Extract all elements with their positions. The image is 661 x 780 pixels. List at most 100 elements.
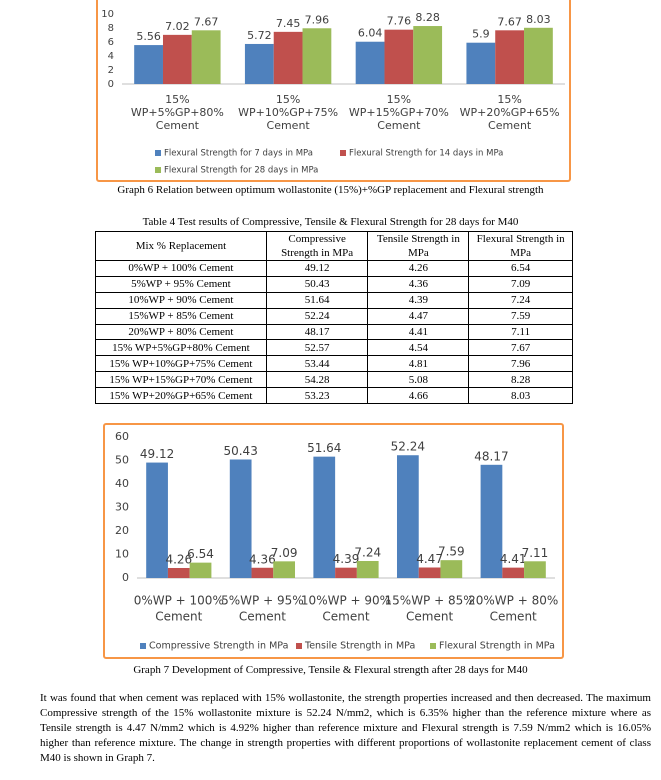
table-cell: 4.54 [367, 339, 470, 357]
legend-swatch [296, 643, 302, 649]
header-cell: Flexural Strength in MPa [468, 231, 573, 261]
y-tick-label: 30 [115, 501, 129, 514]
table-title: Table 4 Test results of Compressive, Ten… [142, 216, 519, 228]
header-row: Mix % Replacement Compressive Strength in… [95, 231, 573, 261]
x-tick-label: WP+5%GP+80% [131, 106, 224, 119]
value-label: 7.09 [271, 546, 298, 560]
header-cell: Compressive Strength in MPa [265, 231, 369, 261]
x-tick-label: 5%WP + 95% [221, 594, 304, 608]
bar [335, 567, 357, 578]
value-label: 7.45 [276, 17, 301, 30]
value-label: 4.39 [333, 552, 360, 566]
value-label: 5.56 [136, 30, 161, 43]
legend-label: Flexural Strength for 28 days in MPa [164, 166, 318, 176]
table-cell: 6.54 [468, 260, 573, 277]
table-row: 10%WP + 90% Cement 51.64 4.39 7.24 [95, 291, 573, 309]
value-label: 7.11 [522, 546, 549, 560]
x-tick-label: Cement [155, 610, 202, 624]
x-tick-label: 15% [276, 93, 300, 106]
bar [229, 459, 252, 578]
table-cell: 4.36 [367, 275, 470, 293]
results-table: Mix % Replacement Compressive Strength in… [95, 231, 573, 405]
table-cell: 53.23 [265, 387, 369, 405]
table-row: 20%WP + 80% Cement 48.17 4.41 7.11 [95, 323, 573, 341]
bar [524, 561, 546, 578]
y-tick-label: 0 [108, 79, 114, 90]
table-cell: 4.39 [367, 291, 470, 309]
chart-frame [103, 423, 564, 659]
y-tick-label: 6 [108, 37, 114, 48]
x-tick-label: Cement [406, 610, 453, 624]
y-tick-label: 0 [122, 571, 129, 584]
value-label: 7.67 [497, 15, 522, 28]
y-tick-label: 50 [115, 454, 129, 467]
table-cell: 51.64 [265, 291, 369, 309]
bar [356, 560, 379, 578]
bar [524, 27, 553, 84]
x-tick-label: 0%WP + 100% [134, 594, 224, 608]
y-tick-label: 10 [115, 548, 129, 561]
value-label: 51.64 [307, 441, 341, 455]
value-label: 4.41 [500, 552, 527, 566]
x-tick-label: 15% [165, 93, 189, 106]
value-label: 7.96 [305, 13, 330, 26]
table-cell: 54.28 [265, 371, 369, 389]
bar [396, 455, 419, 578]
table-row: 15% WP+5%GP+80% Cement 52.57 4.54 7.67 [95, 339, 573, 357]
bar [313, 456, 336, 578]
bar [162, 34, 192, 84]
bar [480, 464, 503, 578]
table-cell: 4.41 [367, 323, 470, 341]
x-tick-label: Cement [490, 610, 537, 624]
header-cell: Mix % Replacement [95, 231, 267, 261]
value-label: 7.76 [387, 15, 412, 28]
table-cell: 5.08 [367, 371, 470, 389]
y-tick-label: 4 [108, 51, 114, 62]
legend-label: Flexural Strength for 7 days in MPa [164, 149, 313, 159]
graph-caption: Graph 6 Relation between optimum wollast… [117, 184, 544, 196]
table-cell: 52.24 [265, 307, 369, 325]
legend-label: Tensile Strength in MPa [304, 641, 415, 652]
table-cell: 15% WP+5%GP+80% Cement [95, 339, 267, 357]
value-label: 49.12 [140, 447, 174, 461]
legend-label: Flexural Strength in MPa [439, 641, 555, 652]
bar [495, 30, 525, 85]
table-cell: 4.66 [367, 387, 470, 405]
graph-caption: Graph 7 Development of Compressive, Tens… [133, 664, 528, 676]
y-tick-label: 20 [115, 524, 129, 537]
bar [191, 30, 221, 85]
table-cell: 5%WP + 95% Cement [95, 275, 267, 293]
y-tick-label: 10 [101, 9, 114, 20]
legend-swatch [155, 150, 161, 156]
paragraph: It was found that when cement was replac… [40, 692, 651, 764]
y-tick-label: 8 [108, 23, 114, 34]
bar [302, 28, 332, 85]
bar [251, 567, 274, 578]
x-tick-label: 15%WP + 85% [385, 594, 475, 608]
bar [244, 43, 274, 84]
table-cell: 8.28 [468, 371, 573, 389]
bar [273, 31, 303, 85]
table-cell: 15% WP+20%GP+65% Cement [95, 387, 267, 405]
bar [189, 562, 212, 578]
bar [146, 462, 168, 578]
value-label: 7.67 [194, 15, 219, 28]
table-cell: 7.09 [468, 275, 573, 293]
y-tick-label: 40 [115, 477, 129, 490]
table-cell: 49.12 [265, 260, 369, 277]
bar [355, 41, 385, 84]
table-cell: 10%WP + 90% Cement [95, 291, 267, 309]
table-cell: 50.43 [265, 275, 369, 293]
value-label: 8.03 [526, 13, 551, 26]
table-row: 5%WP + 95% Cement 50.43 4.36 7.09 [95, 275, 573, 293]
y-tick-label: 60 [115, 430, 129, 443]
table-cell: 7.59 [468, 307, 573, 325]
x-tick-label: 15% [497, 93, 521, 106]
table-cell: 4.26 [367, 260, 470, 277]
x-tick-label: 15% [387, 93, 411, 106]
table-row: 15% WP+20%GP+65% Cement 53.23 4.66 8.03 [95, 387, 573, 405]
x-tick-label: 10%WP + 90% [301, 594, 391, 608]
value-label: 48.17 [474, 449, 508, 463]
value-label: 6.04 [358, 27, 383, 40]
